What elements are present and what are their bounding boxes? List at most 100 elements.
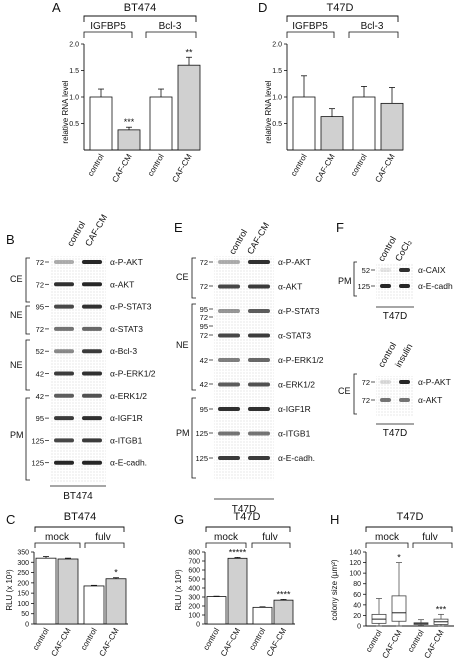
y-tick-label: 1.0 [69, 95, 79, 102]
panel-letter-h: H [330, 512, 339, 527]
y-tick-label: 20 [353, 613, 361, 620]
panel-letter-d: D [258, 0, 267, 15]
blot-band [380, 284, 391, 288]
lane-label-b-cafcm: CAF-CM [83, 213, 109, 248]
blot-band [218, 333, 240, 338]
cell-line-title-d: T47D [327, 2, 354, 14]
mw-marker-label: 95 [200, 322, 208, 331]
antibody-label: α-P-STAT3 [278, 306, 320, 316]
blot-band [248, 407, 270, 411]
bar-caf-cm [320, 116, 344, 151]
mw-marker-label: 72 [36, 280, 44, 289]
blot-band [380, 380, 391, 384]
mw-marker-label: 52 [36, 347, 44, 356]
x-tick-label: CAF-CM [380, 628, 404, 660]
panel-letter-c: C [6, 512, 15, 527]
y-tick-label: 150 [17, 591, 29, 598]
blot-band [54, 349, 74, 354]
group-bracket-d-bcl3 [348, 31, 399, 38]
group-bracket-c [34, 526, 125, 532]
bar-control [206, 596, 227, 625]
bracket-e-pm [191, 397, 196, 479]
x-tick-label: CAF-CM [313, 152, 337, 184]
x-tick-label: CAF-CM [373, 152, 397, 184]
blot-band [218, 456, 240, 460]
group-bracket-h-mock [365, 542, 409, 548]
blot-band [248, 333, 270, 338]
blot-band [82, 282, 102, 287]
bar-caf-cm [227, 557, 248, 625]
blot-band [82, 438, 102, 443]
y-axis-label-c: RLU (x 10³) [5, 569, 14, 611]
mw-marker-label: 125 [31, 436, 44, 445]
bracket-f-pm [353, 261, 357, 297]
group-label-a-bcl3: Bcl-3 [159, 21, 182, 32]
y-tick-label: 300 [188, 595, 200, 602]
x-tick-label: CAF-CM [422, 628, 446, 660]
x-tick-label: control [289, 152, 309, 177]
blot-band [399, 398, 410, 402]
group-bracket-d-igfbp5 [286, 31, 335, 38]
x-tick-label: CAF-CM [49, 626, 73, 658]
bar-caf-cm [273, 599, 294, 625]
antibody-label: α-ITGB1 [278, 429, 311, 439]
mw-marker-label: 42 [200, 356, 208, 365]
blot-band [54, 260, 74, 264]
antibody-label: α-E-cadh. [110, 458, 147, 468]
antibody-label: α-ERK1/2 [110, 391, 147, 401]
panel-d: D T47D IGFBP5 Bcl-3 relative RNA level 0… [258, 0, 404, 184]
group-label-d-igfbp5: IGFBP5 [292, 21, 328, 32]
mw-marker-label: 72 [36, 325, 44, 334]
significance-label: ** [185, 47, 193, 57]
mw-marker-label: 42 [36, 370, 44, 379]
antibody-label: α-ERK1/2 [278, 380, 315, 390]
fraction-label-b-ce: CE [10, 274, 23, 284]
blot-background [214, 256, 274, 481]
panel-letter-f: F [336, 220, 344, 235]
y-tick-label: 2.0 [69, 42, 79, 49]
antibody-label: α-P-ERK1/2 [278, 355, 324, 365]
cell-line-title-h: T47D [397, 511, 424, 523]
y-axis-label-g: RLU (x 10³) [174, 569, 183, 611]
y-tick-label: 1.0 [272, 95, 282, 102]
y-tick-label: 100 [17, 601, 29, 608]
mw-marker-label: 125 [357, 282, 370, 291]
cell-line-title-c: BT474 [64, 511, 96, 523]
y-tick-label: 140 [349, 550, 361, 557]
cell-line-label-b: BT474 [63, 491, 93, 502]
group-bracket-c-fulv [84, 542, 125, 548]
blot-band [248, 309, 270, 313]
bar-control [89, 96, 113, 151]
blot-band [54, 393, 74, 398]
mw-marker-label: 125 [195, 429, 208, 438]
y-tick-label: 400 [188, 586, 200, 593]
bracket-b-pm [25, 397, 30, 481]
antibody-label: α-CAIX [418, 265, 446, 275]
blot-band [399, 380, 410, 384]
mw-marker-label: 95 [36, 303, 44, 312]
panel-letter-g: G [174, 512, 184, 527]
blot-band [248, 358, 270, 362]
y-tick-label: 0.5 [69, 121, 79, 128]
bar-caf-cm [177, 64, 201, 151]
group-label-h-mock: mock [375, 532, 400, 543]
significance-label: ***** [229, 547, 247, 557]
y-tick-label: 500 [188, 577, 200, 584]
blot-background [50, 256, 106, 483]
bar-control [292, 96, 316, 151]
y-tick-label: 80 [353, 581, 361, 588]
panel-a: A BT474 IGFBP5 Bcl-3 relative RNA level … [52, 0, 201, 184]
y-tick-label: 1.5 [272, 68, 282, 75]
x-tick-label: control [364, 628, 384, 653]
blot-band [54, 438, 74, 443]
y-tick-label: 200 [188, 604, 200, 611]
bar-control [83, 585, 105, 625]
group-bracket-g-fulv [251, 542, 291, 548]
blot-band [218, 358, 240, 362]
mw-marker-label: 42 [200, 380, 208, 389]
group-label-g-fulv: fulv [262, 532, 278, 543]
panel-e: E control CAF-CM CE NE PM α-P-AKTα-AKTα-… [174, 220, 324, 515]
antibody-label: α-P-STAT3 [110, 302, 152, 312]
